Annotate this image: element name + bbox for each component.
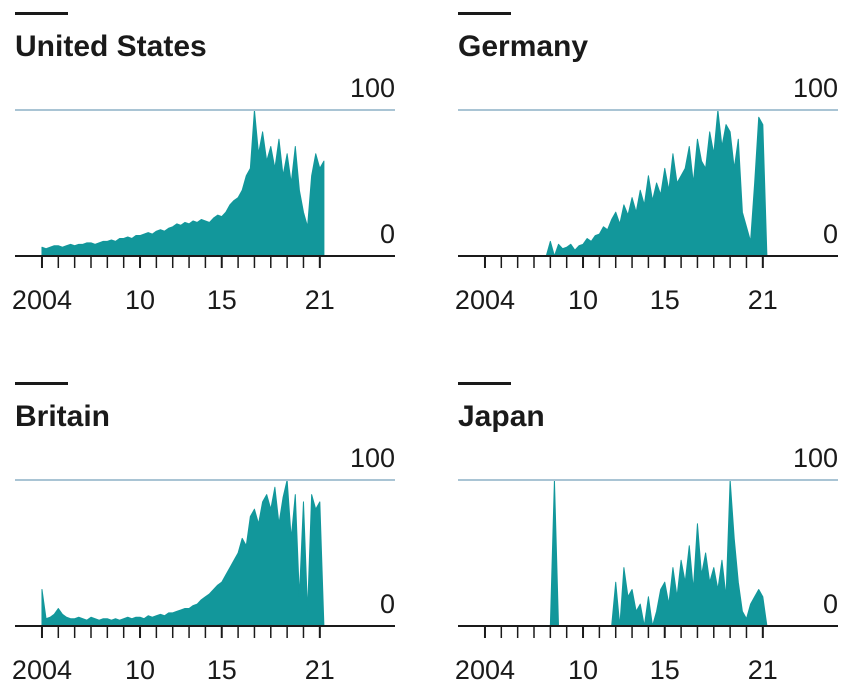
x-tick-label: 2004 bbox=[12, 285, 72, 315]
y-tick-label: 0 bbox=[380, 219, 395, 249]
title-bar bbox=[458, 382, 511, 385]
x-tick-label: 15 bbox=[650, 285, 680, 315]
title-bar bbox=[458, 12, 511, 15]
panel: United States 0 100 2004 10 15 21 bbox=[12, 12, 395, 315]
x-tick-label: 2004 bbox=[455, 655, 515, 685]
y-tick-label: 100 bbox=[793, 443, 838, 473]
y-tick-label: 100 bbox=[350, 73, 395, 103]
panel: Germany 0 100 2004 10 15 21 bbox=[455, 12, 838, 315]
panel-title: Japan bbox=[458, 400, 545, 433]
x-tick-label: 10 bbox=[125, 285, 155, 315]
x-tick-label: 21 bbox=[305, 285, 335, 315]
area bbox=[484, 479, 768, 627]
title-bar bbox=[15, 382, 68, 385]
x-tick-label: 10 bbox=[568, 655, 598, 685]
panel-title: Germany bbox=[458, 30, 588, 63]
y-tick-label: 100 bbox=[793, 73, 838, 103]
title-bar bbox=[15, 12, 68, 15]
x-tick-label: 10 bbox=[125, 655, 155, 685]
panel: Britain 0 100 2004 10 15 21 bbox=[12, 382, 395, 685]
panel: Japan 0 100 2004 10 15 21 bbox=[455, 382, 838, 685]
x-tick-label: 21 bbox=[748, 655, 778, 685]
x-tick-label: 2004 bbox=[455, 285, 515, 315]
x-tick-label: 21 bbox=[305, 655, 335, 685]
x-tick-label: 21 bbox=[748, 285, 778, 315]
panel-title: United States bbox=[15, 30, 207, 63]
x-tick-label: 15 bbox=[650, 655, 680, 685]
x-tick-label: 2004 bbox=[12, 655, 72, 685]
panel-title: Britain bbox=[15, 400, 110, 433]
x-tick-label: 10 bbox=[568, 285, 598, 315]
y-tick-label: 0 bbox=[380, 589, 395, 619]
y-tick-label: 100 bbox=[350, 443, 395, 473]
x-tick-label: 15 bbox=[207, 285, 237, 315]
x-tick-label: 15 bbox=[207, 655, 237, 685]
area bbox=[41, 479, 325, 627]
y-tick-label: 0 bbox=[823, 589, 838, 619]
y-tick-label: 0 bbox=[823, 219, 838, 249]
area bbox=[484, 109, 768, 257]
area bbox=[41, 109, 325, 257]
